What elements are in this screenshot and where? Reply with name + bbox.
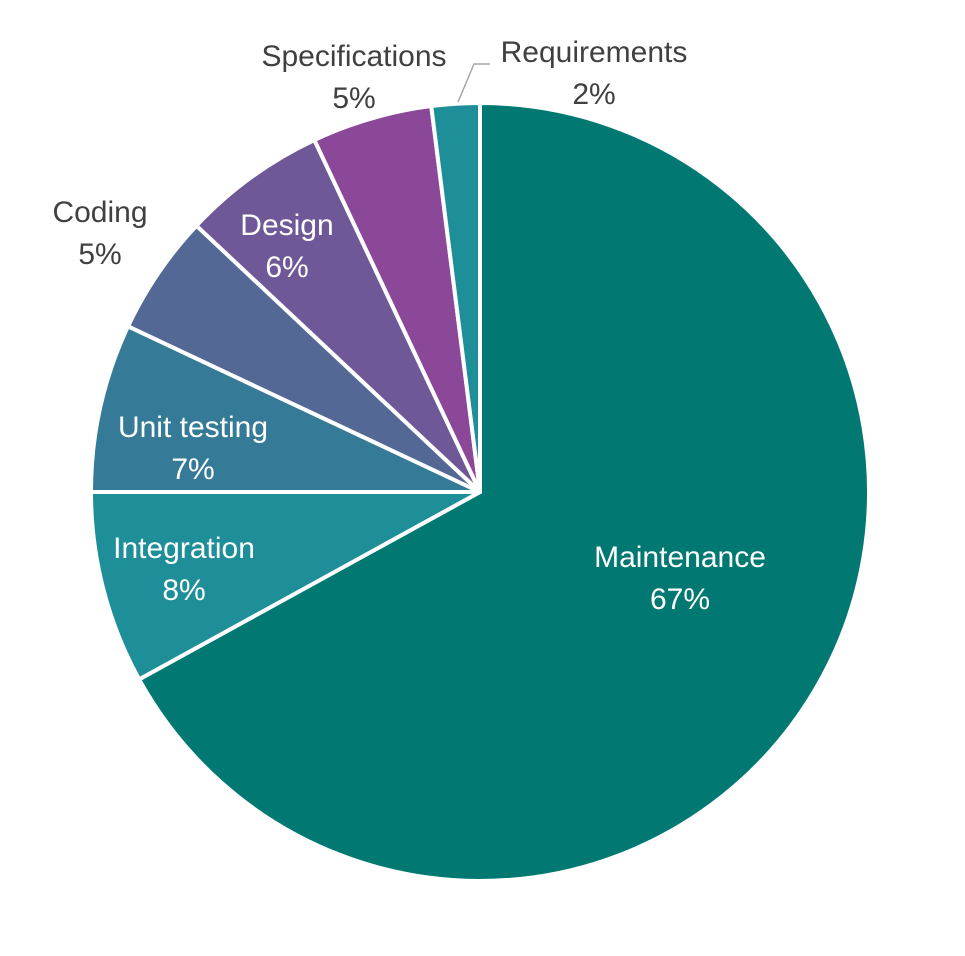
slice-category-label: Design — [240, 209, 333, 242]
slice-category-label: Coding — [52, 196, 147, 229]
slice-label-integration: Integration 8% — [113, 532, 255, 607]
pie-slice-integration — [89, 490, 482, 682]
slice-label-design: Design 6% — [240, 209, 333, 284]
slice-category-label: Specifications — [261, 40, 446, 73]
slice-label-requirements: Requirements 2% — [501, 36, 688, 111]
slice-label-specifications: Specifications 5% — [261, 40, 446, 115]
slice-percent-label: 7% — [171, 453, 214, 486]
leader-lines — [457, 63, 490, 103]
slice-percent-label: 5% — [332, 82, 375, 115]
pie-slice-maintenance — [137, 101, 871, 883]
slice-category-label: Maintenance — [594, 541, 766, 574]
slice-category-label: Integration — [113, 532, 255, 565]
slice-category-label: Unit testing — [118, 411, 268, 444]
slice-label-maintenance: Maintenance 67% — [594, 541, 766, 616]
slice-category-label: Requirements — [501, 36, 688, 69]
pie-slice-unit-testing — [89, 324, 482, 494]
slice-percent-label: 8% — [162, 574, 205, 607]
leader-line-requirements — [457, 63, 490, 103]
slice-labels: Maintenance 67% Integration 8% Unit testing 7… — [52, 36, 765, 616]
pie-slice-design — [194, 138, 482, 494]
slice-percent-label: 6% — [265, 251, 308, 284]
slice-percent-label: 5% — [78, 238, 121, 271]
pie-slice-requirements — [429, 101, 482, 494]
slice-percent-label: 67% — [650, 583, 710, 616]
slice-percent-label: 2% — [572, 78, 615, 111]
slice-label-unit-testing: Unit testing 7% — [118, 411, 268, 486]
slice-label-coding: Coding 5% — [52, 196, 147, 271]
pie-slices — [89, 101, 871, 883]
